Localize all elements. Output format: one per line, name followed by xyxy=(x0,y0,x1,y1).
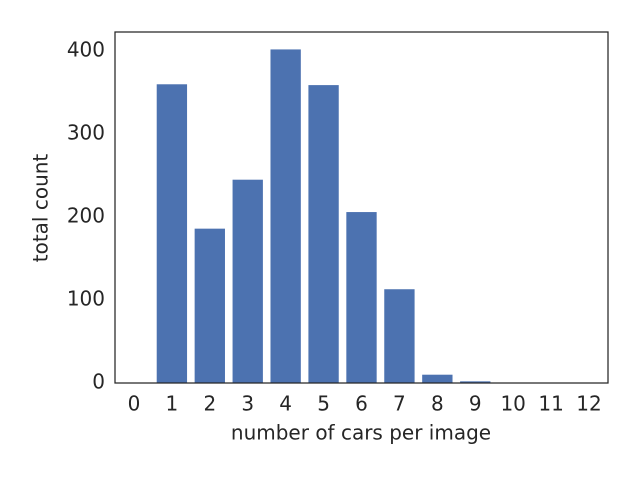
y-tick-label: 400 xyxy=(67,38,105,62)
bar xyxy=(194,228,225,383)
x-tick-label: 2 xyxy=(203,392,216,416)
bar xyxy=(308,85,339,383)
x-axis-label: number of cars per image xyxy=(231,421,491,445)
y-tick-label: 100 xyxy=(67,287,105,311)
x-tick-label: 9 xyxy=(469,392,482,416)
x-tick-label: 4 xyxy=(279,392,292,416)
x-tick-label: 12 xyxy=(576,392,601,416)
x-tick-label: 0 xyxy=(128,392,141,416)
bar xyxy=(232,179,263,383)
y-axis-label: total count xyxy=(29,154,53,263)
y-tick-label: 0 xyxy=(92,370,105,394)
x-tick-label: 10 xyxy=(500,392,525,416)
x-tick-label: 11 xyxy=(538,392,563,416)
plot-frame xyxy=(114,31,609,384)
bar xyxy=(270,49,301,383)
bar xyxy=(156,84,188,383)
x-tick-label: 6 xyxy=(355,392,368,416)
bar xyxy=(422,374,453,383)
bar xyxy=(460,381,491,383)
x-tick-label: 7 xyxy=(393,392,406,416)
bar xyxy=(384,289,415,383)
y-tick-label: 200 xyxy=(67,204,105,228)
x-tick-label: 1 xyxy=(166,392,179,416)
y-tick-label: 300 xyxy=(67,121,105,145)
bar xyxy=(346,212,377,383)
x-tick-label: 8 xyxy=(431,392,444,416)
x-tick-label: 3 xyxy=(241,392,254,416)
x-tick-label: 5 xyxy=(317,392,330,416)
